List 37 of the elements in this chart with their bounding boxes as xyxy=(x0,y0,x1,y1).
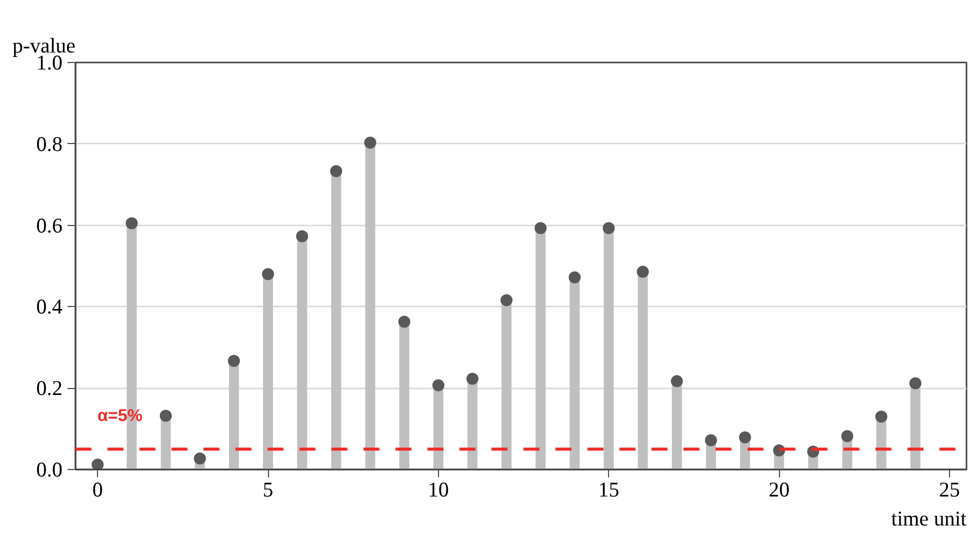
point xyxy=(670,375,683,388)
point xyxy=(909,377,922,390)
y-tick-label: 0.4 xyxy=(36,294,63,319)
point xyxy=(330,165,342,178)
point xyxy=(534,222,547,234)
point xyxy=(194,452,206,464)
point xyxy=(432,379,444,392)
x-tick-label: 10 xyxy=(428,478,449,502)
point xyxy=(296,230,308,242)
y-tick-label: 0.6 xyxy=(36,213,62,238)
point xyxy=(875,410,888,423)
x-axis-title: time unit xyxy=(891,506,967,530)
point xyxy=(160,410,172,422)
point xyxy=(636,266,649,278)
point xyxy=(228,354,240,367)
y-tick-label: 0.8 xyxy=(36,132,62,156)
x-tick-label: 20 xyxy=(768,478,790,502)
point xyxy=(704,434,717,446)
point xyxy=(466,372,478,385)
point xyxy=(364,136,376,149)
point xyxy=(602,222,615,234)
x-tick-label: 5 xyxy=(262,478,274,502)
point xyxy=(262,268,274,280)
point xyxy=(841,430,854,442)
point xyxy=(568,271,581,284)
x-tick-label: 15 xyxy=(598,478,620,502)
ref-line-label: α=5% xyxy=(98,406,142,426)
x-tick-label: 25 xyxy=(938,478,960,502)
x-tick-label: 0 xyxy=(92,478,103,502)
point xyxy=(398,316,410,328)
y-axis-title: p-value xyxy=(12,34,76,58)
y-tick-label: 0.0 xyxy=(36,458,62,482)
point xyxy=(126,217,138,230)
point xyxy=(739,431,752,444)
point xyxy=(500,294,513,306)
y-tick-label: 0.2 xyxy=(36,376,62,400)
point xyxy=(92,458,104,470)
